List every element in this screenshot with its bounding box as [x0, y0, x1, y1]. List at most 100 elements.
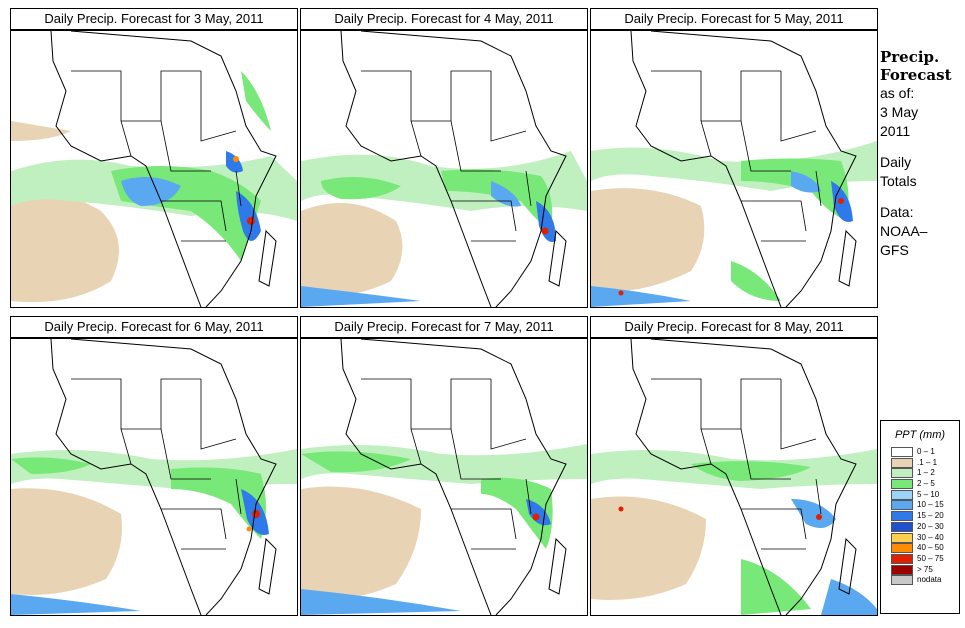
panel-title: Daily Precip. Forecast for 4 May, 2011 [300, 8, 588, 30]
precip-map [10, 338, 298, 616]
coastline [70, 31, 277, 307]
legend-row: 0 – 1 [881, 447, 959, 458]
data-line1: Data: [880, 204, 914, 220]
forecast-panel-day5: Daily Precip. Forecast for 7 May, 2011 [300, 316, 588, 616]
coastline [50, 339, 202, 615]
legend-row: .1 – 1 [881, 457, 959, 469]
asof-date-line1: 3 May [880, 104, 919, 120]
legend-title: PPT (mm) [894, 429, 946, 441]
coastline [650, 31, 857, 307]
legend-swatch [891, 511, 913, 522]
asof-date-line2: 2011 [880, 123, 911, 139]
legend-label: 30 – 40 [917, 532, 944, 542]
legend-row: > 75 [881, 564, 959, 576]
borders [361, 378, 532, 550]
coastline [50, 31, 202, 307]
legend-swatch [891, 521, 913, 532]
forecast-panel-day6: Daily Precip. Forecast for 8 May, 2011 [590, 316, 878, 616]
legend-label: 15 – 20 [917, 511, 944, 521]
legend-swatch [891, 543, 913, 554]
borders [651, 70, 822, 242]
precip-fields [301, 151, 587, 307]
precip-fields [11, 449, 297, 615]
borders [71, 70, 242, 242]
precip-fields [591, 141, 877, 307]
legend-swatch [891, 457, 913, 468]
legend-label: 0 – 1 [917, 447, 935, 456]
coastline [650, 339, 857, 615]
forecast-panel-day4: Daily Precip. Forecast for 6 May, 2011 [10, 316, 298, 616]
forecast-panel-day2: Daily Precip. Forecast for 4 May, 2011 [300, 8, 588, 308]
forecast-panel-day3: Daily Precip. Forecast for 5 May, 2011 [590, 8, 878, 308]
precip-map [300, 338, 588, 616]
legend-row: 15 – 20 [881, 511, 959, 522]
info-heading-line1: Precip. [880, 48, 940, 66]
coastline [340, 339, 492, 615]
legend-label: 40 – 50 [917, 543, 944, 553]
coastline [630, 31, 782, 307]
coastline [360, 31, 567, 307]
precip-map [10, 30, 298, 308]
madagascar [258, 229, 277, 287]
forecast-info: Precip. Forecast as of: 3 May 2011 Daily… [880, 48, 964, 260]
totals-line1: Daily [880, 154, 912, 170]
panel-title: Daily Precip. Forecast for 8 May, 2011 [590, 316, 878, 338]
legend-row: 40 – 50 [881, 543, 959, 554]
panel-title: Daily Precip. Forecast for 5 May, 2011 [590, 8, 878, 30]
borders [361, 70, 532, 242]
legend-row: 30 – 40 [881, 532, 959, 544]
legend-label: 50 – 75 [917, 553, 944, 563]
precip-fields [591, 449, 877, 615]
totals-line2: Totals [880, 173, 917, 189]
panel-title: Daily Precip. Forecast for 6 May, 2011 [10, 316, 298, 338]
legend-swatch [891, 553, 913, 564]
precip-fields [301, 444, 587, 615]
legend-row: 10 – 15 [881, 500, 959, 511]
legend-label: 5 – 10 [917, 489, 940, 499]
madagascar [838, 229, 857, 287]
legend-swatch [891, 500, 913, 511]
legend-label: .1 – 1 [917, 457, 938, 467]
legend-label: 10 – 15 [917, 500, 944, 510]
asof-label: as of: [880, 85, 915, 101]
panel-title: Daily Precip. Forecast for 7 May, 2011 [300, 316, 588, 338]
precip-map [590, 338, 878, 616]
legend-label: > 75 [917, 564, 933, 574]
legend-swatch [891, 447, 913, 457]
precip-map [590, 30, 878, 308]
data-line3: GFS [880, 242, 909, 258]
forecast-panel-day1: Daily Precip. Forecast for 3 May, 2011 [10, 8, 298, 308]
coastline [70, 339, 277, 615]
legend-swatch [891, 575, 913, 586]
precip-fields [11, 71, 297, 303]
legend-row: 20 – 30 [881, 521, 959, 533]
legend-label: 20 – 30 [917, 521, 944, 531]
panel-title: Daily Precip. Forecast for 3 May, 2011 [10, 8, 298, 30]
madagascar [548, 229, 567, 287]
info-heading-line2: Forecast [880, 66, 952, 84]
legend-swatch [891, 479, 913, 490]
legend-label: nodata [917, 575, 942, 585]
coastline [360, 339, 567, 615]
legend-row: 2 – 5 [881, 479, 959, 490]
legend-label: 1 – 2 [917, 468, 935, 478]
precip-map [300, 30, 588, 308]
madagascar [548, 537, 567, 595]
legend-row: nodata [881, 575, 959, 586]
madagascar [838, 537, 857, 595]
legend-row: 50 – 75 [881, 553, 959, 565]
borders [651, 378, 822, 550]
legend-row: 1 – 2 [881, 468, 959, 479]
legend-swatch [891, 468, 913, 479]
coastline [630, 339, 782, 615]
legend-swatch [891, 532, 913, 543]
legend-swatch [891, 564, 913, 575]
borders [71, 378, 242, 550]
madagascar [258, 537, 277, 595]
data-line2: NOAA– [880, 223, 928, 239]
legend-label: 2 – 5 [917, 479, 935, 489]
coastline [340, 31, 492, 307]
legend-swatch [891, 489, 913, 500]
